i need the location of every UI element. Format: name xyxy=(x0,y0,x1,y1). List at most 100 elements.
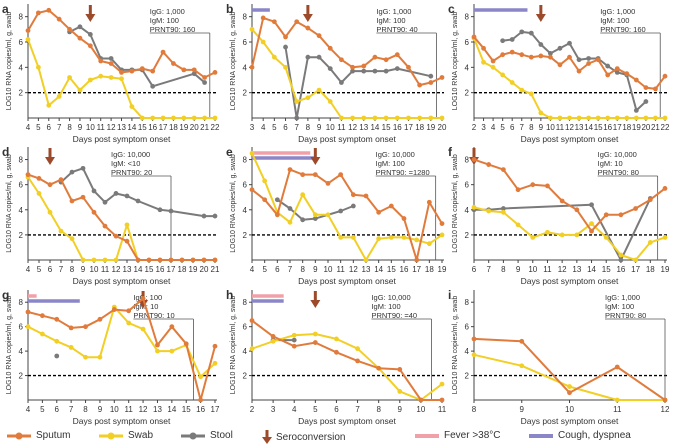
sputum-point-b xyxy=(305,25,311,31)
x-tick-label-e: 8 xyxy=(300,265,305,274)
sputum-point-b xyxy=(350,64,355,70)
stool-point-e xyxy=(338,208,344,214)
x-tick-label-d: 6 xyxy=(48,265,53,274)
antibody-text-c: IgG: 1,000 xyxy=(600,7,635,16)
sputum-point-b xyxy=(260,15,266,21)
swab-point-a xyxy=(191,115,197,121)
sputum-point-c xyxy=(519,52,525,58)
sputum-point-b xyxy=(294,19,300,25)
swab-point-f xyxy=(662,235,668,240)
x-tick-label-f: 13 xyxy=(572,265,581,274)
x-tick-label-a: 20 xyxy=(190,123,199,132)
x-axis-title-g: Days post symptom onset xyxy=(73,416,171,426)
x-tick-label-d: 5 xyxy=(37,265,42,274)
swab-point-b xyxy=(305,95,311,101)
stool-point-a xyxy=(77,24,83,30)
seroconversion-arrow-icon-a xyxy=(85,14,96,22)
sputum-point-f xyxy=(471,157,477,162)
x-axis-title-h: Days post symptom onset xyxy=(298,416,396,426)
x-tick-label-a: 5 xyxy=(36,123,41,132)
sputum-point-c xyxy=(586,61,591,66)
stool-point-a xyxy=(108,56,114,61)
sputum-line-g xyxy=(27,297,216,401)
stool-point-d xyxy=(113,191,119,196)
antibody-text-f: IgG: 10,000 xyxy=(598,150,637,159)
x-tick-label-g: 5 xyxy=(40,405,45,414)
swab-point-c xyxy=(557,115,563,121)
x-tick-label-b: 6 xyxy=(283,123,288,132)
stool-point-b xyxy=(394,66,400,71)
panel-h: h 2 4 6 8 2 3 4 5 6 7 8 9 10 11 LOG10 RNA copies/ml, g,… xyxy=(226,288,447,426)
swab-point-c xyxy=(528,91,534,97)
swab-point-i xyxy=(614,397,620,403)
swab-point-e xyxy=(439,232,445,238)
stool-point-f xyxy=(589,202,594,208)
sputum-point-f xyxy=(662,186,668,191)
swab-point-b xyxy=(394,115,400,121)
sputum-point-d xyxy=(113,233,119,239)
stool-point-c xyxy=(633,108,639,113)
sputum-point-b xyxy=(249,64,255,70)
sputum-point-d xyxy=(168,257,174,263)
x-tick-label-h: 3 xyxy=(271,405,276,414)
swab-point-e xyxy=(414,237,420,243)
stool-point-d xyxy=(168,208,174,214)
sputum-point-a xyxy=(160,49,166,55)
swab-point-a xyxy=(171,115,176,121)
legend-cough: Cough, dyspnea xyxy=(528,430,631,441)
stool-point-g xyxy=(54,353,60,359)
swab-point-h xyxy=(312,331,318,337)
sputum-point-g xyxy=(83,324,88,330)
sputum-point-b xyxy=(339,57,344,63)
antibody-text-a: IgM: 100 xyxy=(150,16,179,25)
x-tick-label-e: 9 xyxy=(313,265,318,274)
swab-point-d xyxy=(91,257,97,263)
sputum-point-c xyxy=(633,77,639,83)
sputum-line-e xyxy=(251,168,443,261)
stool-point-b xyxy=(361,68,367,74)
x-tick-label-f: 10 xyxy=(528,265,537,274)
y-tick-label-e: 2 xyxy=(243,231,248,240)
stool-point-b xyxy=(305,54,311,60)
legend-swab: Swab xyxy=(98,430,153,441)
x-tick-label-h: 8 xyxy=(376,405,381,414)
stool-point-c xyxy=(557,45,563,51)
y-tick-label-g: 6 xyxy=(19,323,24,332)
x-tick-label-b: 8 xyxy=(306,123,311,132)
stool-point-a xyxy=(87,32,93,37)
seroconversion-arrow-icon-c xyxy=(535,14,546,22)
sputum-point-a xyxy=(35,10,41,16)
x-tick-label-f: 6 xyxy=(472,265,477,274)
stool-point-b xyxy=(372,68,378,74)
seroconversion-arrow-icon xyxy=(262,430,272,444)
swab-point-e xyxy=(350,235,356,240)
y-axis-title-f: LOG10 RNA copies/ml, g, swab xyxy=(452,154,459,253)
swab-point-e xyxy=(262,178,268,184)
sputum-point-a xyxy=(77,35,83,41)
swab-point-c xyxy=(548,115,553,121)
sputum-point-d xyxy=(179,257,185,263)
x-tick-label-b: 11 xyxy=(337,123,346,132)
x-tick-label-e: 15 xyxy=(387,265,396,274)
x-tick-label-d: 20 xyxy=(200,265,209,274)
y-tick-label-f: 6 xyxy=(465,181,470,190)
sputum-point-e xyxy=(414,257,420,263)
antibody-text-b: PRNT90: 40 xyxy=(376,25,417,34)
sputum-point-e xyxy=(350,192,356,198)
sputum-point-a xyxy=(46,7,52,13)
swab-point-b xyxy=(372,115,378,121)
y-tick-label-h: 4 xyxy=(243,347,248,356)
swab-point-h xyxy=(334,336,339,342)
swab-point-b xyxy=(439,115,445,121)
sputum-point-e xyxy=(300,172,306,178)
x-tick-label-f: 9 xyxy=(516,265,521,274)
swab-point-b xyxy=(260,39,266,45)
swab-point-b xyxy=(417,115,423,121)
swab-point-h xyxy=(249,346,255,352)
antibody-text-h: IgM: 100 xyxy=(371,302,400,311)
swab-point-h xyxy=(270,338,276,344)
antibody-text-c: IgM: 100 xyxy=(600,16,629,25)
x-tick-label-a: 6 xyxy=(47,123,52,132)
swab-point-b xyxy=(350,115,355,121)
